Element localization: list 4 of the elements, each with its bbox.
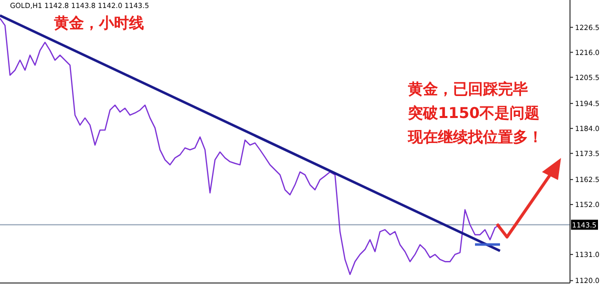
- annotation: 突破1150不是问题: [408, 103, 541, 124]
- annotation: 现在继续找位置多！: [408, 127, 543, 148]
- annotation: 黄金，已回踩完毕: [408, 79, 529, 100]
- text: 黄金，小时线: [54, 14, 144, 33]
